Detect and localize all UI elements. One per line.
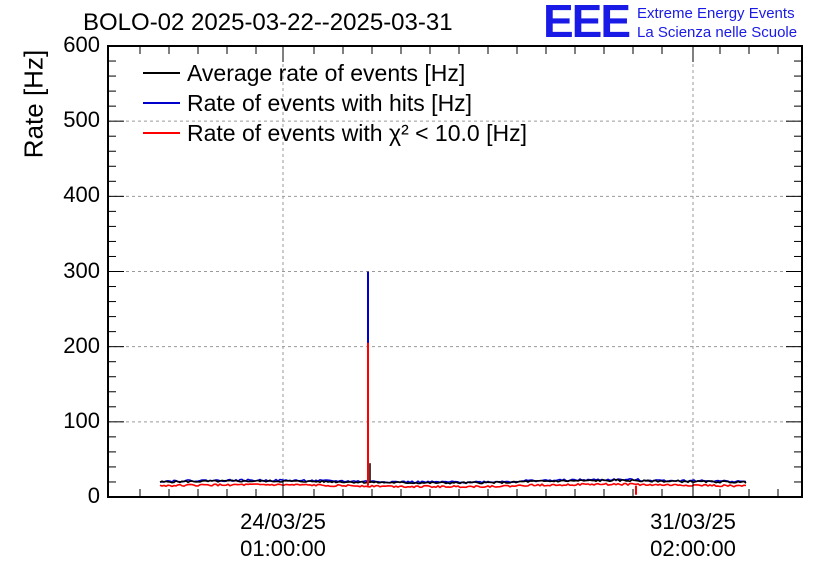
x-tick-date: 24/03/25 bbox=[240, 509, 326, 534]
eee-logo: EEE bbox=[543, 0, 631, 47]
legend-item-average: Average rate of events [Hz] bbox=[143, 58, 465, 88]
legend-swatch-average bbox=[143, 72, 180, 74]
y-tick-label: 300 bbox=[63, 257, 100, 283]
legend-label-chi2: Rate of events with χ² < 10.0 [Hz] bbox=[187, 119, 527, 146]
logo-caption: Extreme Energy Events La Scienza nelle S… bbox=[637, 4, 797, 42]
x-tick-label: 31/03/25 02:00:00 bbox=[623, 508, 763, 562]
x-tick-time: 01:00:00 bbox=[240, 536, 326, 561]
y-tick-label: 600 bbox=[63, 32, 100, 57]
grid-lines bbox=[108, 46, 802, 497]
series-line-0 bbox=[159, 478, 747, 485]
x-tick-time: 02:00:00 bbox=[650, 536, 736, 561]
legend-label-average: Average rate of events [Hz] bbox=[187, 59, 466, 86]
y-tick-label: 0 bbox=[87, 483, 100, 508]
y-axis-label: Rate [Hz] bbox=[18, 49, 49, 159]
y-tick-label: 200 bbox=[63, 332, 100, 358]
y-tick-label: 100 bbox=[63, 407, 100, 433]
y-tick-label: 500 bbox=[63, 107, 100, 133]
logo-line-1: Extreme Energy Events bbox=[637, 5, 795, 22]
axes-frame bbox=[107, 45, 803, 498]
legend-label-hits: Rate of events with hits [Hz] bbox=[187, 89, 473, 116]
logo-line-2: La Scienza nelle Scuole bbox=[637, 24, 798, 41]
series-group bbox=[159, 271, 747, 495]
chart-title: BOLO-02 2025-03-22--2025-03-31 bbox=[83, 9, 453, 36]
y-tick-label: 400 bbox=[63, 182, 100, 208]
legend-item-hits: Rate of events with hits [Hz] bbox=[143, 88, 472, 118]
x-tick-label: 24/03/25 01:00:00 bbox=[213, 508, 353, 562]
legend-swatch-chi2 bbox=[143, 132, 180, 134]
series-line-2 bbox=[159, 482, 747, 489]
x-tick-date: 31/03/25 bbox=[650, 509, 736, 534]
legend-swatch-hits bbox=[143, 102, 180, 104]
legend-item-chi2: Rate of events with χ² < 10.0 [Hz] bbox=[143, 118, 527, 148]
